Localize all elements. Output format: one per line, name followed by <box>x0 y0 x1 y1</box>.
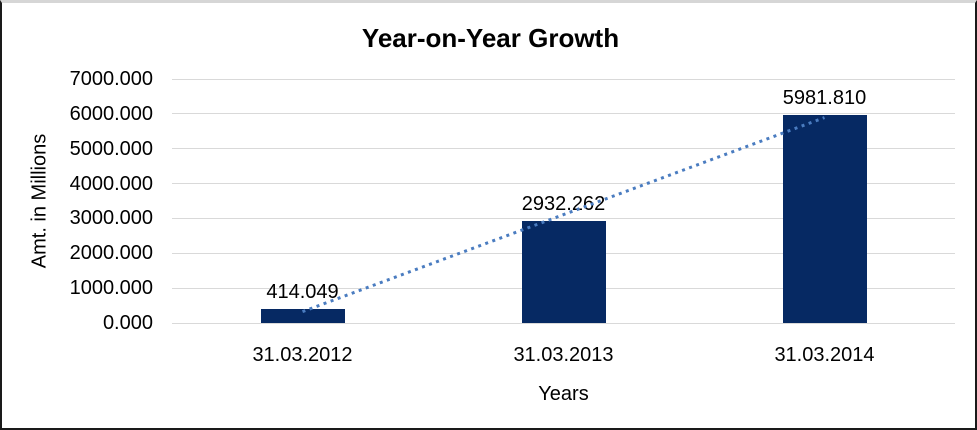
bar <box>782 114 867 323</box>
x-axis-title: Years <box>538 383 589 405</box>
y-tick-label: 2000.000 <box>69 242 153 265</box>
bar <box>260 308 345 323</box>
gridline <box>172 183 955 185</box>
y-tick-label: 0.000 <box>102 312 153 334</box>
bar-value-label: 5981.810 <box>782 86 867 109</box>
x-category-label: 31.03.2012 <box>252 344 353 366</box>
x-category-label: 31.03.2014 <box>774 344 875 366</box>
gridline <box>172 78 955 80</box>
x-category-label: 31.03.2013 <box>513 344 614 366</box>
y-tick-label: 1000.000 <box>69 277 153 300</box>
y-tick-label: 3000.000 <box>69 207 153 230</box>
gridline <box>172 148 955 150</box>
trendline-svg <box>301 116 826 314</box>
chart-title: Year-on-Year Growth <box>361 23 620 53</box>
y-tick-label: 7000.000 <box>69 68 153 90</box>
y-tick-label: 6000.000 <box>69 102 153 125</box>
bar-value-label: 2932.262 <box>521 192 606 215</box>
bar-value-label: 414.049 <box>266 280 339 303</box>
y-tick-label: 5000.000 <box>69 137 153 160</box>
gridline <box>172 217 955 219</box>
gridline <box>172 113 955 115</box>
plot-area: 414.049 2932.262 5981.810 <box>172 78 955 324</box>
trendline <box>301 116 826 314</box>
gridline <box>172 322 955 324</box>
bar <box>521 220 606 323</box>
y-tick-label: 4000.000 <box>69 172 153 195</box>
